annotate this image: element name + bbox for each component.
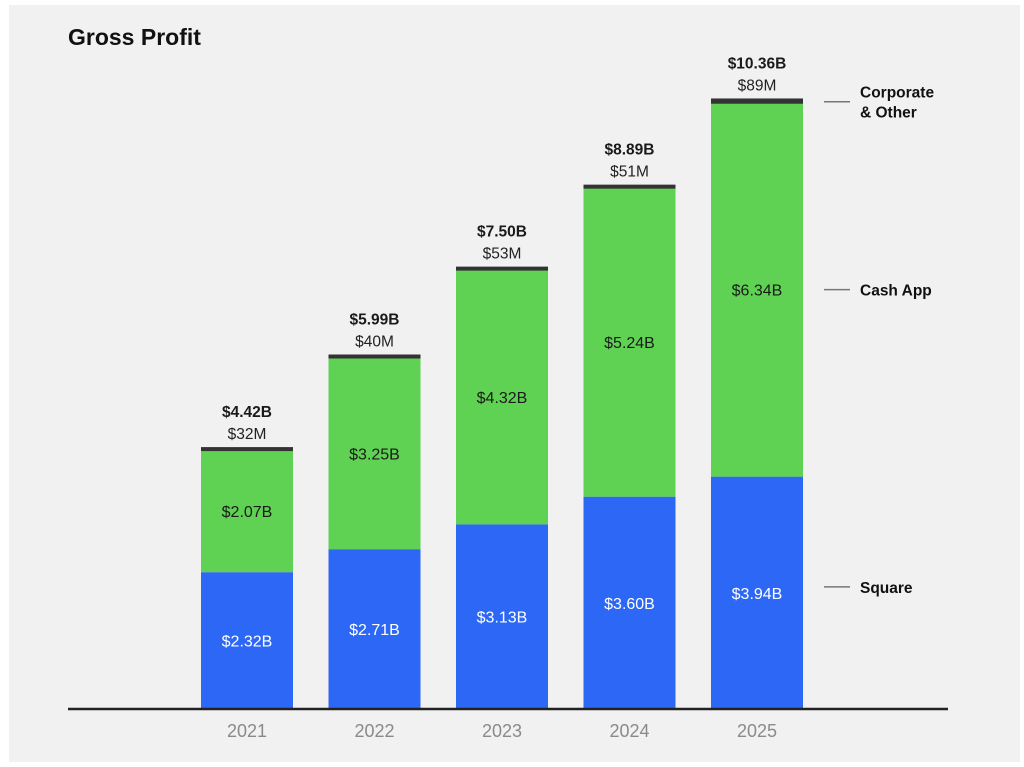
data-label-cash-app: $6.34B: [732, 283, 783, 300]
legend-entry-corporate-other: Corporate & Other: [824, 85, 934, 122]
data-label-corporate-other: $40M: [355, 333, 394, 350]
bar-segment-square: [328, 549, 421, 709]
bar-stack-2023: $3.13B $4.32B $53M $7.50B: [456, 224, 548, 709]
bar-stack-2024: $3.60B $5.24B $51M $8.89B: [583, 142, 676, 709]
legend-label: Cash App: [860, 283, 932, 300]
legend-entry-cash-app: Cash App: [824, 283, 932, 300]
data-label-square: $2.32B: [222, 634, 273, 651]
bar-segment-corporate-other: [583, 184, 676, 189]
data-label-total: $4.42B: [222, 404, 272, 421]
bar-segment-cash-app: [201, 450, 293, 573]
data-label-cash-app: $4.32B: [477, 390, 528, 407]
data-label-square: $3.13B: [477, 610, 528, 627]
legend-label-line2: & Other: [860, 105, 917, 122]
data-label-square: $3.94B: [732, 586, 783, 603]
data-label-cash-app: $5.24B: [604, 335, 655, 352]
data-label-cash-app: $3.25B: [349, 446, 400, 463]
bar-segment-cash-app: [711, 102, 803, 477]
bar-stack-2022: $2.71B $3.25B $40M $5.99B: [328, 311, 421, 709]
legend-label: Corporate: [860, 85, 934, 102]
x-tick-label: 2025: [737, 721, 777, 741]
data-label-total: $10.36B: [728, 55, 787, 72]
x-tick-label: 2022: [354, 721, 394, 741]
bar-segment-corporate-other: [456, 266, 548, 271]
data-label-total: $7.50B: [477, 224, 527, 241]
bar-segment-square: [583, 496, 676, 709]
bar-segment-corporate-other: [328, 354, 421, 359]
data-label-corporate-other: $89M: [738, 77, 777, 94]
data-label-cash-app: $2.07B: [222, 504, 273, 521]
x-tick-label: 2024: [609, 721, 649, 741]
bar-segment-corporate-other: [711, 98, 803, 104]
x-tick-label: 2023: [482, 721, 522, 741]
data-label-square: $3.60B: [604, 596, 655, 613]
bar-segment-square: [711, 476, 803, 709]
bar-segment-cash-app: [456, 269, 548, 525]
data-label-corporate-other: $32M: [228, 426, 267, 443]
bar-segment-cash-app: [583, 187, 676, 497]
data-label-corporate-other: $53M: [483, 246, 522, 263]
data-label-corporate-other: $51M: [610, 164, 649, 181]
chart-title: Gross Profit: [68, 24, 201, 50]
bar-segment-corporate-other: [201, 447, 293, 452]
x-tick-labels: 2021 2022 2023 2024 2025: [227, 721, 777, 741]
data-label-square: $2.71B: [349, 622, 400, 639]
legend-entry-square: Square: [824, 580, 913, 597]
data-label-total: $5.99B: [350, 311, 400, 328]
legend-label: Square: [860, 580, 913, 597]
x-tick-label: 2021: [227, 721, 267, 741]
bar-segment-cash-app: [328, 357, 421, 550]
bar-stack-2025: $3.94B $6.34B $89M $10.36B: [711, 55, 803, 709]
data-label-total: $8.89B: [605, 142, 655, 159]
bar-stack-2021: $2.32B $2.07B $32M $4.42B: [201, 404, 293, 709]
bar-segment-square: [201, 572, 293, 709]
legend: Corporate & Other Cash App Square: [824, 85, 934, 597]
bar-segment-square: [456, 524, 548, 709]
bars-group: $2.32B $2.07B $32M $4.42B $2.71B $3.25B $40M $5…: [201, 55, 803, 709]
